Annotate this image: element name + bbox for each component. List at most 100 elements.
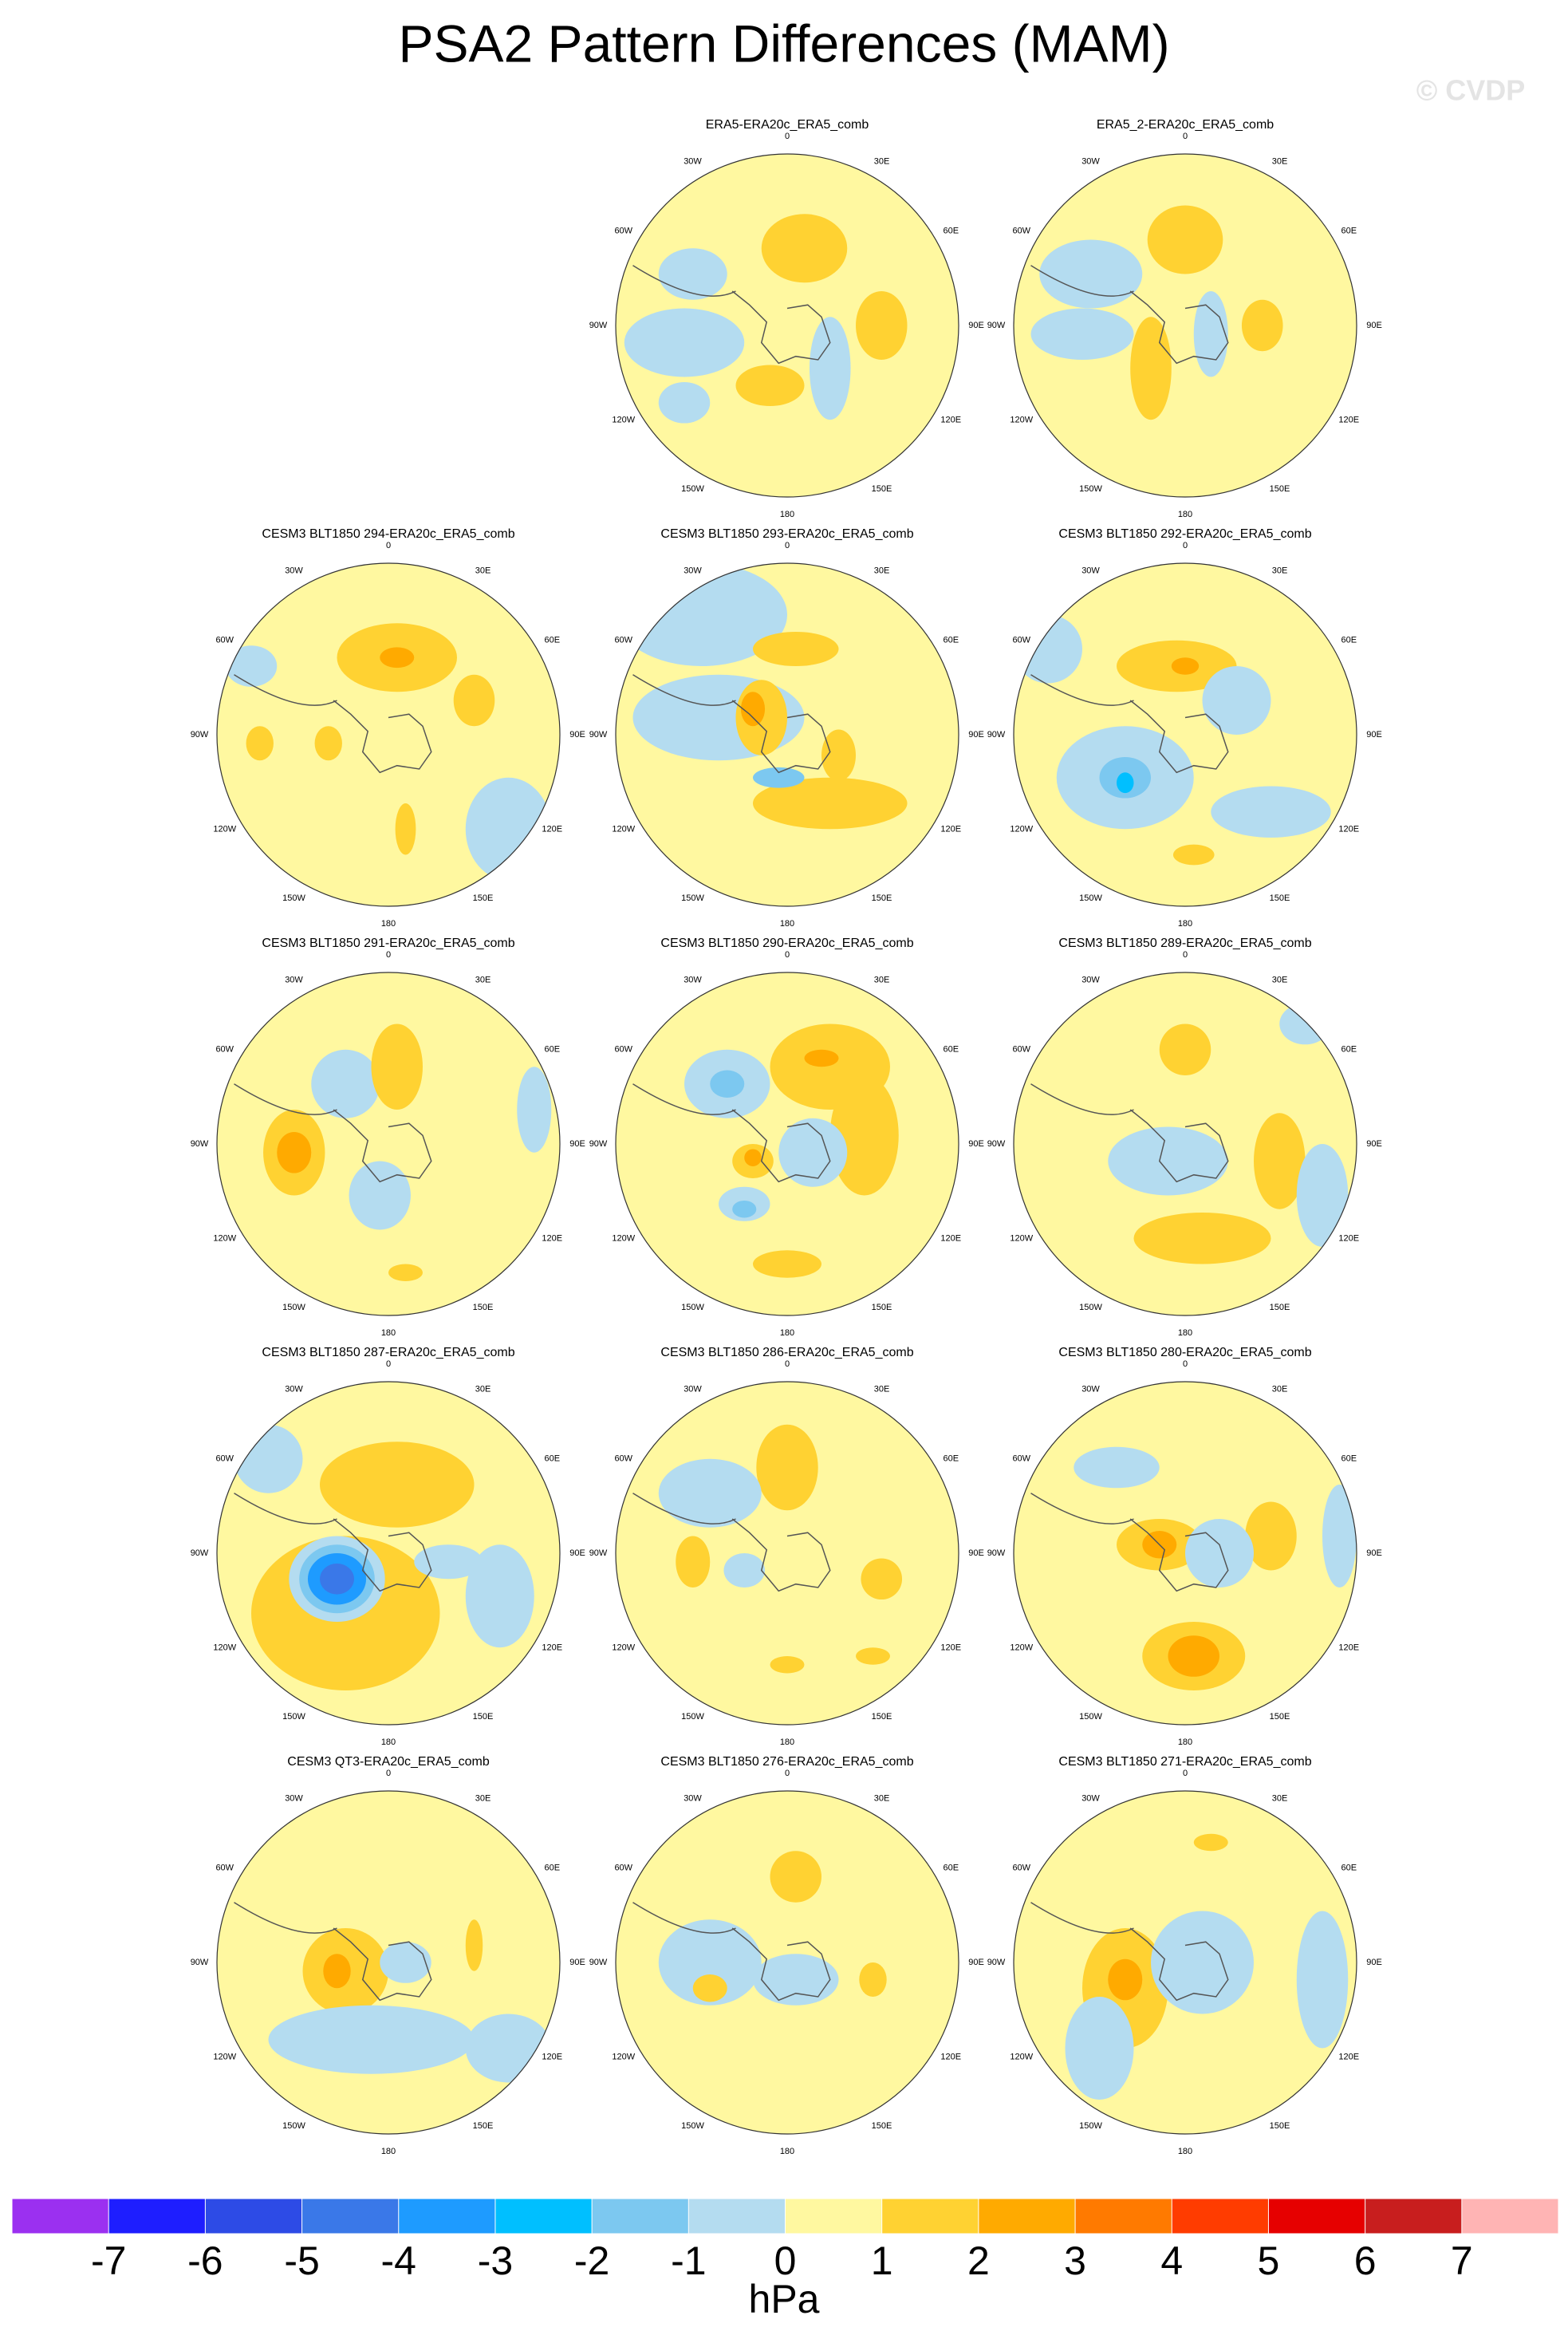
- coastline: [333, 1109, 432, 1183]
- lon-label: 120E: [542, 1643, 562, 1652]
- map-field: [217, 1382, 560, 1725]
- map-field: [616, 972, 959, 1315]
- contour-region: [225, 645, 278, 687]
- lon-label: 60W: [1012, 1044, 1030, 1054]
- lon-label: 60W: [215, 1044, 234, 1054]
- map-border: [216, 1381, 561, 1726]
- colorbar-tick-label: -6: [187, 2238, 223, 2283]
- map-field: [616, 1791, 959, 2134]
- lon-label: 150W: [1079, 893, 1102, 903]
- map-field: [1014, 563, 1357, 906]
- contour-region: [1117, 772, 1134, 794]
- lon-label: 150W: [681, 484, 704, 494]
- lon-label: 60W: [614, 226, 632, 235]
- contour-region: [1108, 1958, 1143, 2001]
- contour-region: [1014, 614, 1082, 684]
- lon-label: 90E: [968, 321, 984, 330]
- lon-label: 120W: [213, 2052, 236, 2061]
- lon-label: 60W: [614, 1044, 632, 1054]
- lon-label: 0: [1183, 1359, 1188, 1369]
- colorbar-tick-label: -1: [671, 2238, 706, 2283]
- lon-label: 150W: [282, 2121, 305, 2131]
- lon-label: 150E: [872, 893, 892, 903]
- lon-label: 60E: [1341, 1863, 1357, 1872]
- colorbar-box: [1075, 2199, 1172, 2234]
- lon-label: 120W: [612, 1643, 635, 1652]
- lon-label: 0: [785, 1769, 790, 1778]
- colorbar-label: hPa: [749, 2277, 820, 2321]
- lon-label: 30W: [684, 566, 702, 576]
- lon-label: 60E: [544, 1863, 560, 1872]
- contour-region: [1202, 666, 1271, 735]
- lon-label: 60W: [215, 1863, 234, 1872]
- colorbar-tick-label: 1: [871, 2238, 893, 2283]
- contour-region: [1030, 308, 1134, 360]
- contour-region: [1172, 844, 1215, 866]
- map-border: [1013, 153, 1357, 498]
- lon-label: 150E: [473, 1303, 494, 1312]
- map-background: [1014, 154, 1357, 497]
- lon-label: 150E: [1270, 1712, 1290, 1722]
- contour-region: [465, 1544, 534, 1648]
- lon-label: 180: [780, 1737, 794, 1747]
- lon-label: 90E: [569, 1139, 585, 1149]
- coastline: [333, 1518, 432, 1592]
- contour-region: [277, 1131, 312, 1173]
- lon-label: 150W: [1079, 2121, 1102, 2131]
- lon-label: 150E: [473, 2121, 494, 2131]
- lon-label: 60E: [1341, 1453, 1357, 1463]
- coastline: [333, 700, 432, 774]
- lon-label: 180: [381, 1328, 396, 1338]
- map-field: [1014, 972, 1357, 1315]
- contour-region: [1074, 1446, 1160, 1489]
- coastline: [1030, 1902, 1134, 1934]
- lon-label: 60E: [943, 635, 959, 645]
- contour-region: [1151, 1911, 1254, 2014]
- lon-label: 30E: [874, 1794, 890, 1804]
- lon-label: 30W: [1081, 976, 1100, 985]
- colorbar-box: [205, 2199, 303, 2234]
- coastline: [731, 1927, 831, 2002]
- contour-region: [753, 767, 805, 788]
- lon-label: 30W: [285, 1794, 303, 1804]
- contour-region: [770, 1851, 821, 1903]
- contour-region: [1211, 786, 1331, 838]
- lon-label: 30W: [285, 976, 303, 985]
- contour-region: [371, 1024, 423, 1110]
- contour-region: [465, 2014, 552, 2083]
- colorbar-box: [301, 2199, 400, 2234]
- coastline: [234, 1902, 337, 1934]
- colorbar-box: [592, 2199, 689, 2234]
- lon-label: 30W: [684, 1794, 702, 1804]
- lon-label: 120E: [1338, 1233, 1359, 1243]
- contour-region: [320, 1442, 475, 1528]
- lon-label: 90W: [191, 1139, 209, 1149]
- map-field: [1014, 154, 1357, 497]
- coastline: [1030, 1083, 1134, 1115]
- lon-label: 150W: [1079, 1712, 1102, 1722]
- contour-region: [735, 365, 805, 407]
- lon-label: 90W: [987, 1139, 1006, 1149]
- contour-region: [311, 1049, 380, 1118]
- contour-region: [1296, 1911, 1349, 2049]
- lon-label: 150E: [872, 2121, 892, 2131]
- coastline: [1030, 674, 1134, 706]
- lon-label: 150W: [681, 893, 704, 903]
- lon-label: 30E: [475, 1385, 491, 1394]
- coastline: [1129, 290, 1229, 365]
- lon-label: 180: [780, 1328, 794, 1338]
- contour-region: [314, 726, 342, 761]
- lon-label: 30W: [684, 1385, 702, 1394]
- panel-title: CESM3 BLT1850 276-ERA20c_ERA5_comb: [660, 1755, 913, 1769]
- lon-label: 90E: [1366, 1139, 1382, 1149]
- lon-label: 150E: [872, 484, 892, 494]
- lon-label: 60E: [943, 226, 959, 235]
- contour-region: [453, 674, 495, 727]
- coastline: [1030, 1493, 1134, 1524]
